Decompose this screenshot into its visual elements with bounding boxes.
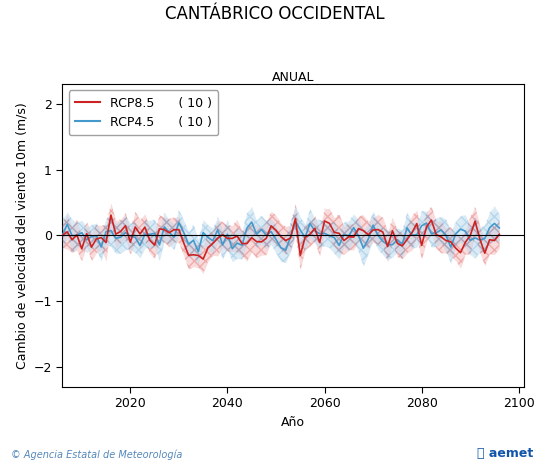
Y-axis label: Cambio de velocidad del viento 10m (m/s): Cambio de velocidad del viento 10m (m/s) [15,102,28,369]
Legend: RCP8.5      ( 10 ), RCP4.5      ( 10 ): RCP8.5 ( 10 ), RCP4.5 ( 10 ) [69,91,218,135]
Title: ANUAL: ANUAL [272,71,314,84]
X-axis label: Año: Año [281,415,305,429]
Text: © Agencia Estatal de Meteorología: © Agencia Estatal de Meteorología [11,449,183,460]
Text: 📋 aemet: 📋 aemet [477,447,534,460]
Text: CANTÁBRICO OCCIDENTAL: CANTÁBRICO OCCIDENTAL [165,5,385,23]
